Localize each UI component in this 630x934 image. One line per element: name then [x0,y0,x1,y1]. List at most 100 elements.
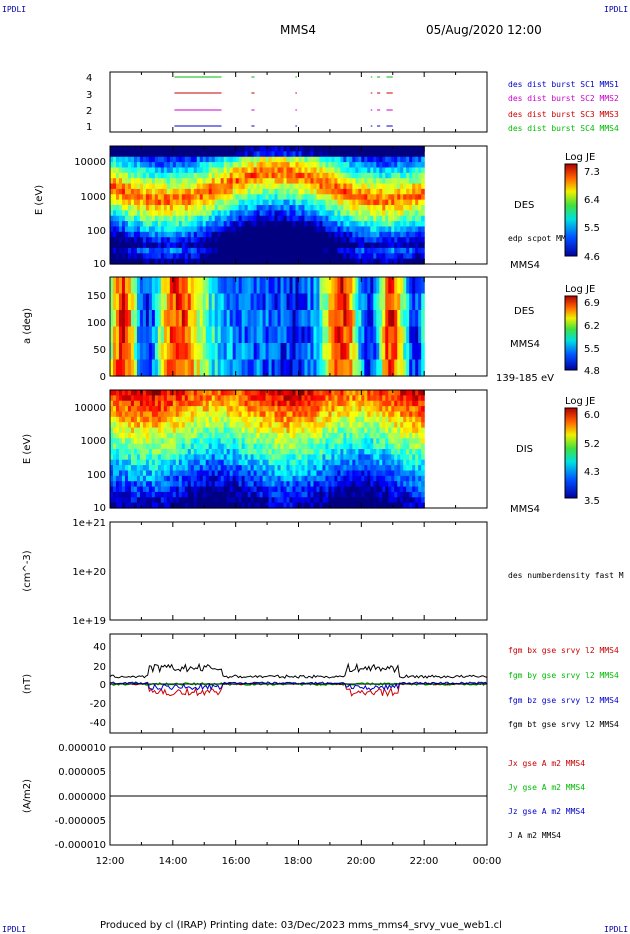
heatmap-cell [349,406,353,413]
heatmap-cell [304,465,309,472]
des-pitch-energy-range: 139-185 eV [496,373,554,384]
heatmap-cell [289,395,294,402]
heatmap-cell [175,188,180,195]
heatmap-cell [274,359,279,377]
heatmap-cell [241,178,246,185]
heatmap-cell [277,465,282,472]
heatmap-cell [322,343,327,361]
heatmap-cell [208,199,213,206]
heatmap-cell [220,502,225,509]
heatmap-cell [175,406,180,413]
heatmap-cell [110,258,114,265]
heatmap-cell [142,465,147,472]
heatmap-cell [307,390,312,396]
heatmap-cell [364,465,368,472]
heatmap-cell [373,172,377,179]
heatmap-cell [214,194,219,201]
heatmap-cell [286,443,291,450]
heatmap-cell [343,194,347,201]
heatmap-cell [322,475,327,482]
heatmap-cell [110,359,114,377]
heatmap-cell [310,146,315,152]
heatmap-cell [226,199,231,206]
heatmap-cell [346,253,350,260]
heatmap-cell [256,343,261,361]
heatmap-cell [178,502,183,509]
heatmap-cell [130,194,135,201]
heatmap-cell [193,277,198,295]
heatmap-cell [385,293,389,311]
heatmap-cell [181,427,186,434]
heatmap-cell [110,210,114,217]
heatmap-cell [334,491,338,498]
heatmap-cell [118,215,123,222]
heatmap-cell [232,475,237,482]
heatmap-cell [160,226,165,233]
heatmap-cell [208,422,213,429]
heatmap-cell [346,188,350,195]
heatmap-cell [148,151,153,158]
heatmap-cell [235,183,240,190]
heatmap-cell [319,481,324,488]
heatmap-cell [400,226,404,233]
heatmap-cell [313,167,318,174]
heatmap-cell [361,194,365,201]
heatmap-cell [241,221,246,228]
heatmap-cell [142,502,147,509]
heatmap-cell [223,502,228,509]
heatmap-cell [208,359,213,377]
heatmap-cell [244,253,249,260]
heatmap-cell [190,359,195,377]
heatmap-cell [205,343,210,361]
heatmap-cell [232,156,237,163]
heatmap-cell [238,470,243,477]
heatmap-cell [310,231,315,238]
heatmap-cell [112,491,117,498]
heatmap-cell [193,465,198,472]
heatmap-cell [160,277,165,295]
heatmap-cell [175,167,180,174]
heatmap-cell [178,449,183,455]
heatmap-cell [268,194,273,201]
heatmap-cell [292,242,297,249]
heatmap-cell [364,491,368,498]
burst-ytick-3: 3 [86,90,92,101]
heatmap-cell [208,449,213,455]
heatmap-cell [334,422,338,429]
heatmap-cell [238,231,243,238]
heatmap-cell [151,465,156,472]
heatmap-cell [148,443,153,450]
heatmap-cell [127,277,132,295]
heatmap-cell [145,226,150,233]
heatmap-cell [340,390,344,396]
heatmap-cell [235,277,240,295]
heatmap-cell [403,221,407,228]
heatmap-cell [307,475,312,482]
heatmap-cell [262,242,267,249]
heatmap-cell [148,359,153,377]
heatmap-cell [322,422,327,429]
heatmap-cell [235,215,240,222]
heatmap-cell [139,221,144,228]
heatmap-cell [154,247,159,254]
heatmap-cell [142,443,147,450]
heatmap-cell [304,390,309,396]
heatmap-cell [364,459,368,466]
heatmap-cell [301,326,306,344]
heatmap-cell [298,162,303,169]
heatmap-cell [298,411,303,418]
heatmap-cell [406,258,410,265]
heatmap-cell [196,491,201,498]
heatmap-cell [373,231,377,238]
heatmap-cell [220,226,225,233]
heatmap-cell [403,277,407,295]
heatmap-cell [217,390,222,396]
heatmap-cell [196,199,201,206]
heatmap-cell [370,454,374,461]
heatmap-cell [331,172,336,179]
heatmap-cell [370,146,374,152]
heatmap-cell [214,326,219,344]
heatmap-cell [331,199,336,206]
heatmap-cell [166,221,171,228]
heatmap-cell [148,416,153,423]
